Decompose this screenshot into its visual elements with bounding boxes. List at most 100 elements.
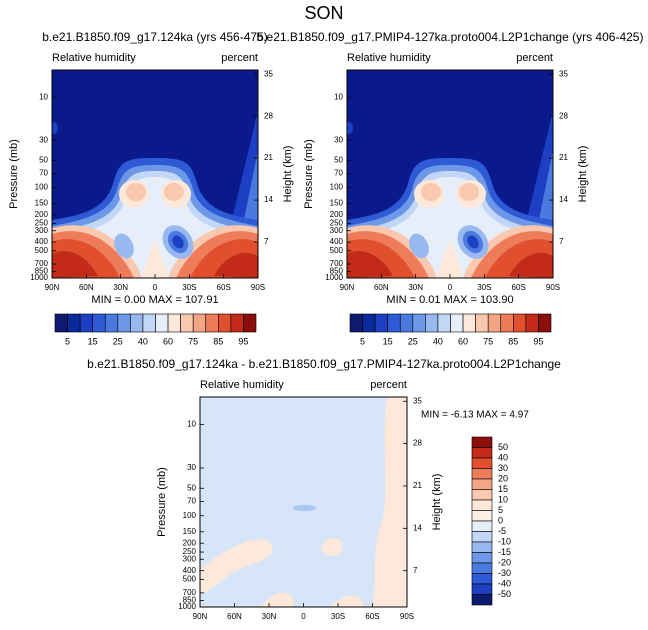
field (114, 233, 134, 259)
x-tick-label: 30N (262, 612, 277, 621)
x-tick-label: 30S (182, 283, 196, 292)
panel-title: b.e21.B1850.f09_g17.124ka (yrs 456-475) (42, 30, 268, 44)
figure-title: SON (304, 3, 343, 23)
colorbar-box (513, 313, 527, 333)
x-tick-label: 60S (217, 283, 231, 292)
colorbar-label: -30 (498, 568, 511, 578)
colorbar-box (475, 313, 489, 333)
y-tick-label: 500 (183, 575, 197, 584)
y-tick-label: 10 (334, 92, 343, 101)
stats: MIN = -6.13 MAX = 4.97 (421, 410, 529, 421)
y2-tick-label: 14 (264, 195, 273, 204)
colorbar-box (471, 468, 493, 480)
colorbar-label: 60 (458, 336, 468, 346)
field (320, 537, 343, 556)
colorbar-box (471, 436, 493, 448)
y-tick-label: 200 (183, 538, 197, 547)
x-tick-label: 0 (301, 612, 306, 621)
y-axis-label: Pressure (mb) (8, 139, 20, 209)
field (372, 397, 407, 608)
y-tick-label: 400 (183, 566, 197, 575)
y-tick-label: 1000 (30, 273, 48, 282)
colorbar-box (412, 313, 426, 333)
x-tick-label: 60S (512, 283, 526, 292)
x-tick-label: 30S (477, 283, 491, 292)
contour-field (52, 70, 258, 278)
y-tick-label: 10 (187, 420, 196, 429)
y-tick-label: 50 (187, 483, 196, 492)
colorbar-box (54, 313, 68, 333)
x-tick-label: 60N (227, 612, 242, 621)
stats: MIN = 0.01 MAX = 103.90 (386, 294, 513, 306)
colorbar-box (362, 313, 376, 333)
colorbar-box (117, 313, 131, 333)
field (467, 235, 479, 249)
colorbar-label: -10 (498, 536, 511, 546)
x-tick-label: 30S (331, 612, 345, 621)
y-tick-label: 70 (334, 169, 343, 178)
y-tick-label: 30 (334, 135, 343, 144)
y2-tick-label: 14 (413, 523, 422, 532)
colorbar-box (425, 313, 439, 333)
y2-tick-label: 28 (413, 439, 422, 448)
colorbar-label: 5 (65, 336, 70, 346)
y-tick-label: 850 (35, 267, 49, 276)
field (214, 252, 258, 278)
y-tick-label: 30 (187, 463, 196, 472)
colorbar-box (155, 313, 169, 333)
y2-axis-label: Height (km) (431, 474, 443, 531)
colorbar-label: -20 (498, 557, 511, 567)
colorbar-box (167, 313, 181, 333)
colorbar-box (471, 531, 493, 543)
y-tick-label: 850 (330, 267, 344, 276)
colorbar-label: 25 (113, 336, 123, 346)
colorbar-label: 40 (498, 452, 508, 462)
colorbar-box (471, 447, 493, 459)
colorbar-box (79, 313, 93, 333)
colorbar-box (142, 313, 156, 333)
field (126, 183, 146, 201)
y2-axis-label: Height (km) (577, 146, 589, 203)
field (52, 250, 98, 278)
y2-tick-label: 21 (413, 481, 422, 490)
colorbar-box (374, 313, 388, 333)
panel-title: b.e21.B1850.f09_g17.PMIP4-127ka.proto004… (257, 30, 644, 44)
field (409, 233, 429, 259)
y-tick-label: 200 (35, 210, 49, 219)
colorbar-box (462, 313, 476, 333)
colorbar-box (387, 313, 401, 333)
y-tick-label: 10 (39, 92, 48, 101)
colorbar-label: 5 (360, 336, 365, 346)
y-tick-label: 50 (39, 156, 48, 165)
y-tick-label: 300 (183, 554, 197, 563)
y-tick-label: 850 (183, 596, 197, 605)
y2-tick-label: 7 (413, 566, 418, 575)
y-tick-label: 700 (183, 588, 197, 597)
y-tick-label: 500 (35, 246, 49, 255)
field (164, 183, 184, 201)
contour-field (347, 70, 553, 278)
field (347, 122, 353, 134)
field (347, 250, 393, 278)
y-tick-label: 100 (330, 183, 344, 192)
colorbar-label: 60 (163, 336, 173, 346)
colorbar-label: -40 (498, 578, 511, 588)
y2-tick-label: 21 (559, 153, 568, 162)
colorbar-box (243, 313, 257, 333)
y2-tick-label: 7 (264, 237, 269, 246)
field (260, 592, 294, 607)
colorbar-box (104, 313, 119, 333)
y-tick-label: 300 (330, 226, 344, 235)
y-tick-label: 250 (183, 547, 197, 556)
colorbar-label: 40 (138, 336, 148, 346)
field (459, 183, 479, 201)
field (292, 505, 317, 512)
colorbar-box (471, 562, 493, 574)
field (421, 183, 441, 201)
y-tick-label: 30 (39, 135, 48, 144)
y-tick-label: 700 (35, 259, 49, 268)
field (330, 595, 365, 607)
field (172, 235, 184, 249)
field (200, 539, 273, 595)
colorbar-label: 95 (238, 336, 248, 346)
